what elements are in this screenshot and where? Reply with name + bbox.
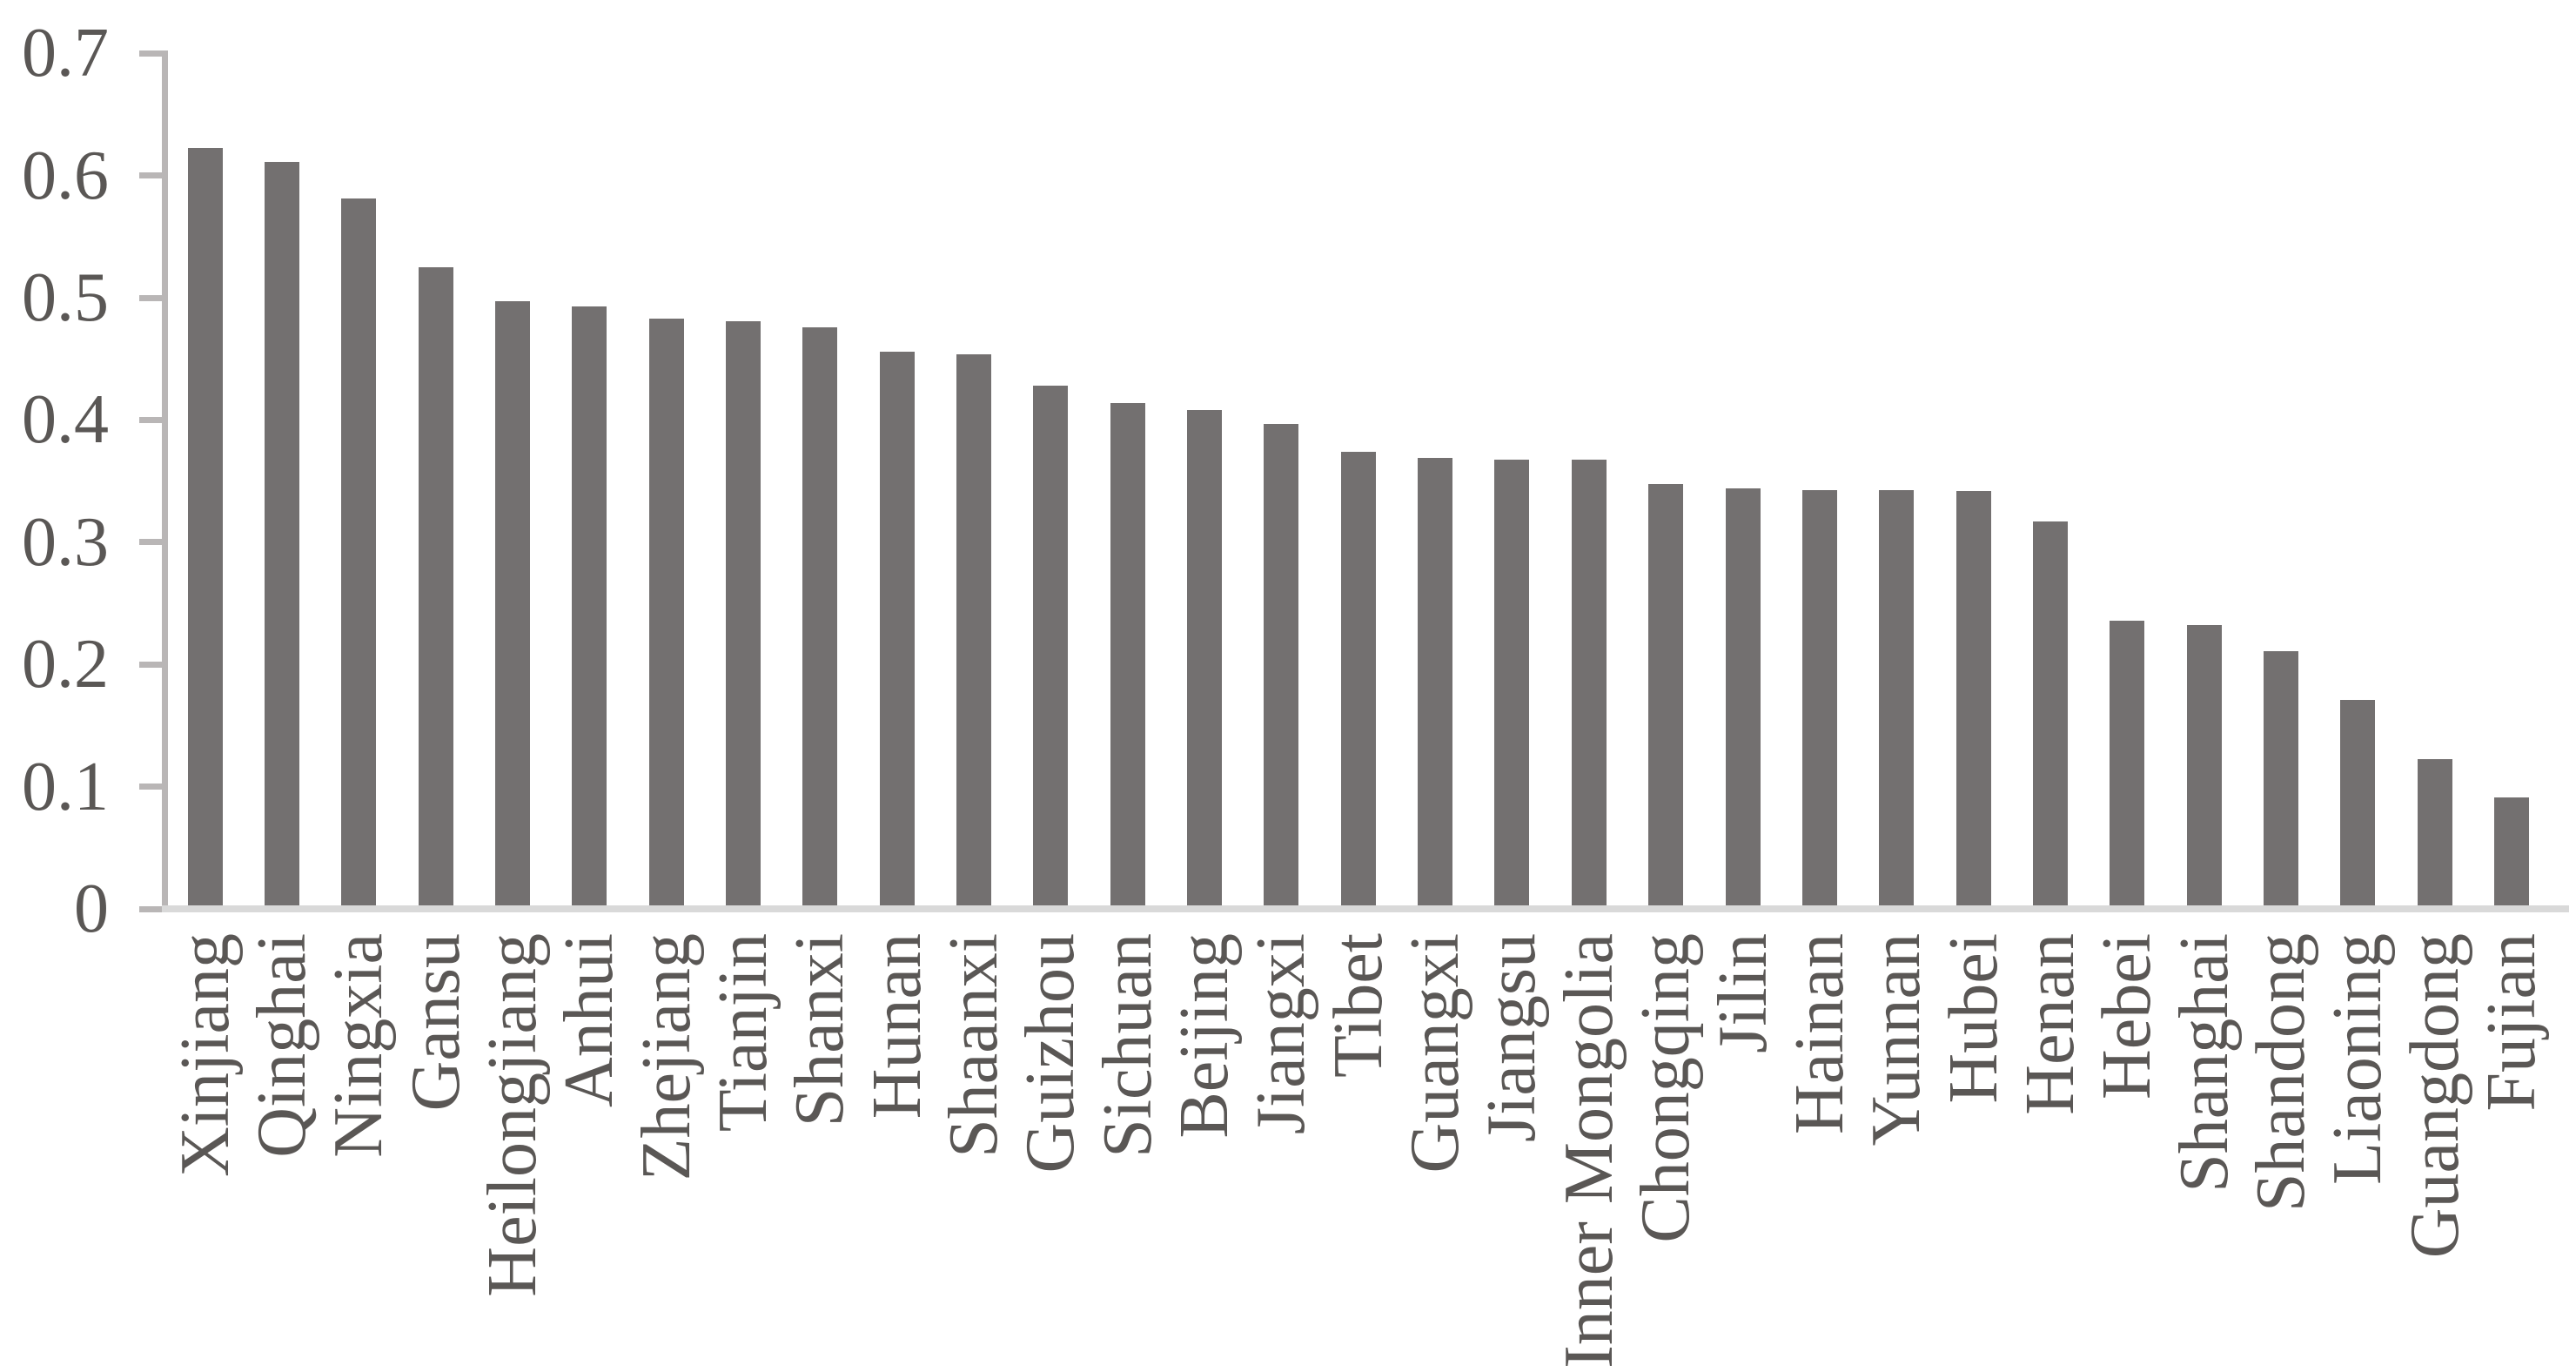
x-axis-label-shandong: Shandong <box>2242 933 2319 1212</box>
y-axis-tick <box>139 661 162 668</box>
y-axis-tick <box>139 50 162 57</box>
x-axis-label-hainan: Hainan <box>1781 933 1858 1135</box>
x-axis-label-shanghai: Shanghai <box>2165 933 2243 1193</box>
y-axis-tick-label: 0.1 <box>22 748 109 825</box>
x-axis-label-guizhou: Guizhou <box>1012 933 1090 1174</box>
x-axis-label-jiangsu: Jiangsu <box>1473 933 1551 1142</box>
y-axis-tick <box>139 784 162 790</box>
x-axis-label-shaanxi: Shaanxi <box>936 933 1012 1158</box>
x-axis-baseline <box>162 905 2569 912</box>
bar-jilin <box>1725 488 1761 905</box>
x-axis-label-henan: Henan <box>2011 933 2089 1115</box>
bar-zhejiang <box>648 319 684 905</box>
y-axis-tick <box>139 294 162 301</box>
bar-tibet <box>1340 452 1376 905</box>
bar-shanxi <box>802 327 838 905</box>
y-axis-line <box>162 50 168 912</box>
x-axis-label-jiangxi: Jiangxi <box>1243 933 1320 1135</box>
bar-hunan <box>879 352 915 905</box>
bar-sichuan <box>1110 403 1145 905</box>
x-axis-label-tianjin: Tianjin <box>704 933 782 1133</box>
bar-tianjin <box>725 321 761 905</box>
y-axis-tick-label: 0.7 <box>22 15 109 92</box>
bar-jiangsu <box>1494 460 1530 905</box>
bar-hubei <box>1955 491 1991 905</box>
x-axis-label-guangdong: Guangdong <box>2396 933 2473 1259</box>
y-axis-tick-label: 0.2 <box>22 626 109 703</box>
x-axis-label-tibet: Tibet <box>1319 933 1397 1079</box>
x-axis-label-beijing: Beijing <box>1166 933 1244 1139</box>
y-axis-tick <box>139 905 162 912</box>
bar-hainan <box>1801 490 1837 905</box>
bar-guizhou <box>1033 386 1069 905</box>
bar-beijing <box>1187 410 1223 905</box>
bar-guangxi <box>1418 458 1453 905</box>
x-axis-label-chongqing: Chongqing <box>1627 933 1705 1243</box>
x-axis-label-gansu: Gansu <box>397 933 474 1112</box>
bar-heilongjiang <box>494 301 530 905</box>
bar-anhui <box>572 306 607 905</box>
bar-qinghai <box>264 162 299 905</box>
x-axis-label-jilin: Jilin <box>1704 933 1781 1053</box>
bar-shanghai <box>2186 625 2222 905</box>
x-axis-label-ningxia: Ningxia <box>320 933 398 1158</box>
bar-inner-mongolia <box>1571 460 1607 905</box>
bar-ningxia <box>341 198 377 905</box>
x-axis-label-guangxi: Guangxi <box>1397 933 1474 1174</box>
bar-gansu <box>418 267 453 905</box>
y-axis-tick-label: 0.4 <box>22 381 109 459</box>
x-axis-label-inner-mongolia: Inner Mongolia <box>1550 933 1627 1369</box>
x-axis-label-sichuan: Sichuan <box>1089 933 1166 1158</box>
bar-shaanxi <box>956 354 991 905</box>
x-axis-label-hubei: Hubei <box>1935 933 2012 1104</box>
bar-henan <box>2032 521 2068 905</box>
bar-guangdong <box>2417 759 2452 905</box>
y-axis-tick-label: 0.5 <box>22 259 109 336</box>
x-axis-label-zhejiang: Zhejiang <box>627 933 705 1181</box>
bar-fujian <box>2494 797 2529 905</box>
x-axis-label-liaoning: Liaoning <box>2319 933 2397 1185</box>
x-axis-label-heilongjiang: Heilongjiang <box>473 933 551 1297</box>
bar-jiangxi <box>1264 424 1299 905</box>
y-axis-tick <box>139 539 162 546</box>
y-axis-tick-label: 0 <box>74 871 109 947</box>
x-axis-label-yunnan: Yunnan <box>1858 933 1935 1147</box>
x-axis-label-xinjiang: Xinjiang <box>166 933 244 1177</box>
y-axis-tick <box>139 416 162 423</box>
bar-chongqing <box>1648 484 1684 905</box>
x-axis-label-fujian: Fujian <box>2473 933 2550 1112</box>
bar-yunnan <box>1879 490 1915 905</box>
x-axis-label-hebei: Hebei <box>2089 933 2166 1100</box>
y-axis-tick-label: 0.3 <box>22 503 109 581</box>
x-axis-label-shanxi: Shanxi <box>782 933 859 1127</box>
y-axis-tick-label: 0.6 <box>22 137 109 214</box>
bar-xinjiang <box>187 148 223 905</box>
bar-hebei <box>2110 621 2145 905</box>
bar-liaoning <box>2340 700 2376 905</box>
x-axis-label-hunan: Hunan <box>858 933 936 1120</box>
x-axis-label-qinghai: Qinghai <box>243 933 320 1158</box>
y-axis-tick <box>139 172 162 179</box>
bar-shandong <box>2263 651 2298 905</box>
x-axis-label-anhui: Anhui <box>551 933 628 1107</box>
